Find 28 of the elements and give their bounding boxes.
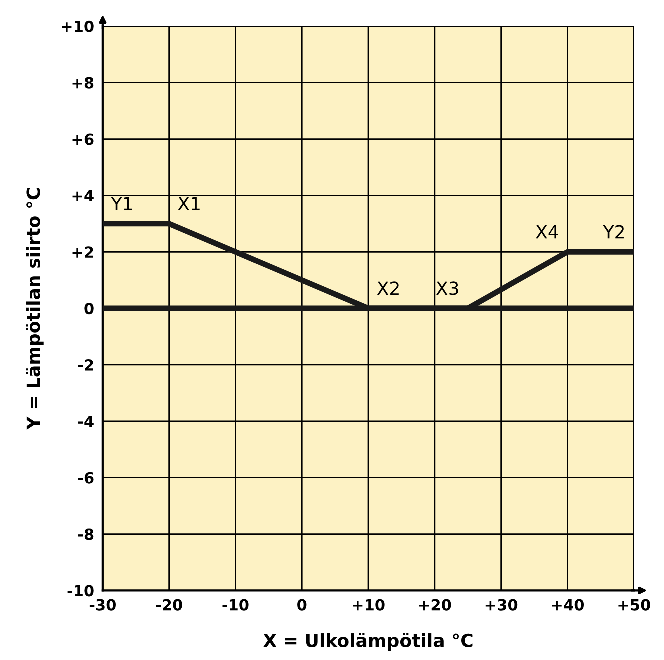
y-tick-label: +6: [72, 134, 94, 146]
x-tick-label: +50: [618, 599, 650, 611]
x-tick-label: +20: [420, 599, 452, 611]
y-tick-label: +2: [72, 246, 94, 258]
y-tick-label: -10: [68, 585, 94, 597]
x-axis-title: X = Ulkolämpötila °C: [264, 633, 473, 651]
annotation: X2: [377, 282, 399, 296]
x-tick-label: +40: [552, 599, 584, 611]
x-tick-label: -20: [156, 599, 182, 611]
x-tick-label: 0: [298, 599, 307, 611]
x-tick-label: +10: [353, 599, 385, 611]
y-tick-label: -8: [78, 528, 94, 540]
y-tick-label: -2: [78, 359, 94, 371]
y-tick-label: 0: [84, 303, 94, 315]
annotation: Y2: [603, 225, 624, 239]
x-tick-label: -10: [222, 599, 249, 611]
annotation: X3: [436, 282, 458, 296]
y-tick-label: -4: [78, 416, 94, 428]
annotation: X4: [536, 225, 558, 239]
y-axis-title: Y = Lämpötilan siirto °C: [26, 188, 44, 430]
y-tick-label: +10: [62, 20, 94, 32]
annotation: Y1: [111, 197, 132, 210]
x-tick-label: -30: [90, 599, 116, 611]
y-tick-label: -6: [78, 472, 94, 484]
annotation: X1: [178, 197, 200, 210]
y-tick-label: +8: [72, 77, 94, 89]
y-tick-label: +4: [72, 190, 94, 202]
x-tick-label: +30: [486, 599, 518, 611]
